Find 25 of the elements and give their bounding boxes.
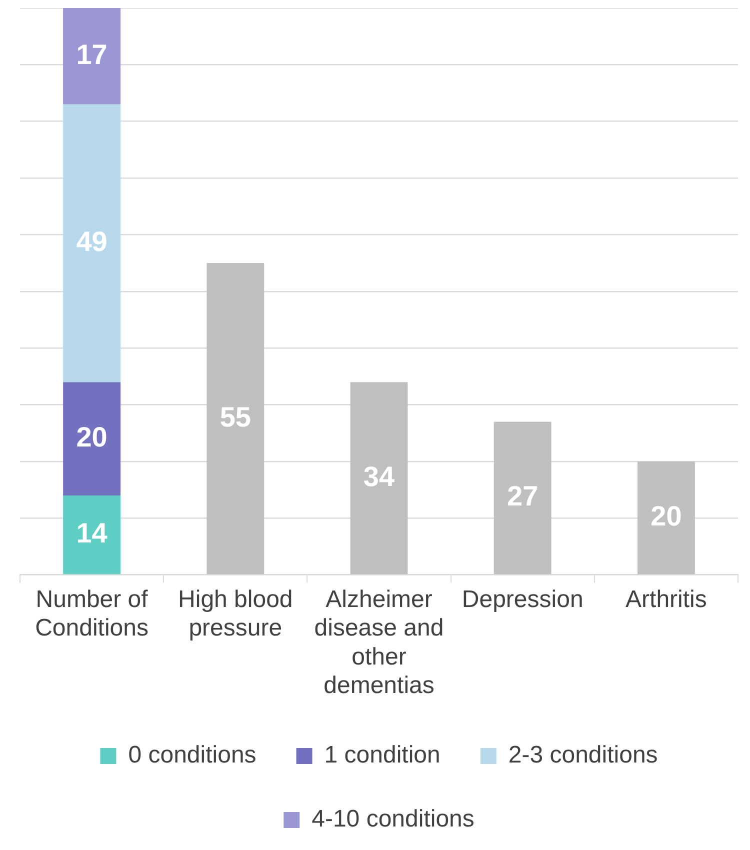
bar bbox=[206, 263, 264, 574]
data-label: 34 bbox=[363, 460, 395, 492]
data-label: 20 bbox=[76, 421, 108, 452]
data-label: 14 bbox=[76, 518, 108, 549]
data-label: 27 bbox=[507, 480, 538, 512]
legend-label: 2-3 conditions bbox=[508, 742, 658, 769]
bar bbox=[63, 495, 121, 574]
x-tick-label: Depression bbox=[462, 586, 584, 613]
data-label: 55 bbox=[220, 401, 251, 432]
x-tick-label: Number of Conditions bbox=[35, 586, 149, 642]
data-label: 20 bbox=[650, 500, 682, 532]
bar bbox=[63, 382, 121, 496]
x-tick-label: Alzheimer disease and other dementias bbox=[314, 586, 444, 700]
x-tick-label: Arthritis bbox=[626, 586, 707, 613]
bar bbox=[350, 382, 408, 574]
bar bbox=[494, 422, 552, 574]
bar bbox=[63, 8, 121, 104]
data-label: 17 bbox=[76, 38, 108, 70]
bar bbox=[637, 461, 695, 574]
legend-label: 1 condition bbox=[324, 742, 440, 769]
data-label: 49 bbox=[76, 226, 108, 257]
x-tick-label: High blood pressure bbox=[178, 586, 293, 642]
legend-label: 4-10 conditions bbox=[312, 806, 474, 833]
legend-label: 0 conditions bbox=[128, 742, 256, 769]
bar bbox=[63, 104, 121, 382]
